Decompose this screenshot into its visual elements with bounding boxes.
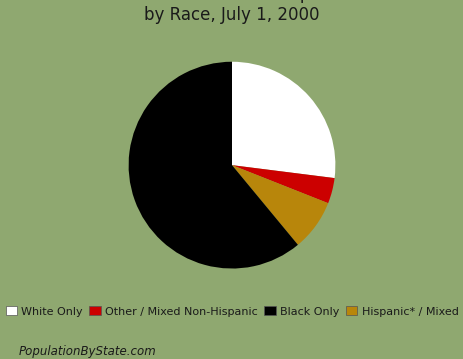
Legend: White Only, Other / Mixed Non-Hispanic, Black Only, Hispanic* / Mixed: White Only, Other / Mixed Non-Hispanic, … <box>1 302 462 321</box>
Text: PopulationByState.com: PopulationByState.com <box>19 345 156 358</box>
Wedge shape <box>232 62 335 178</box>
Wedge shape <box>232 165 334 203</box>
Wedge shape <box>128 62 297 269</box>
Wedge shape <box>232 165 327 245</box>
Title: District of Columbia's Population
by Race, July 1, 2000: District of Columbia's Population by Rac… <box>97 0 366 24</box>
